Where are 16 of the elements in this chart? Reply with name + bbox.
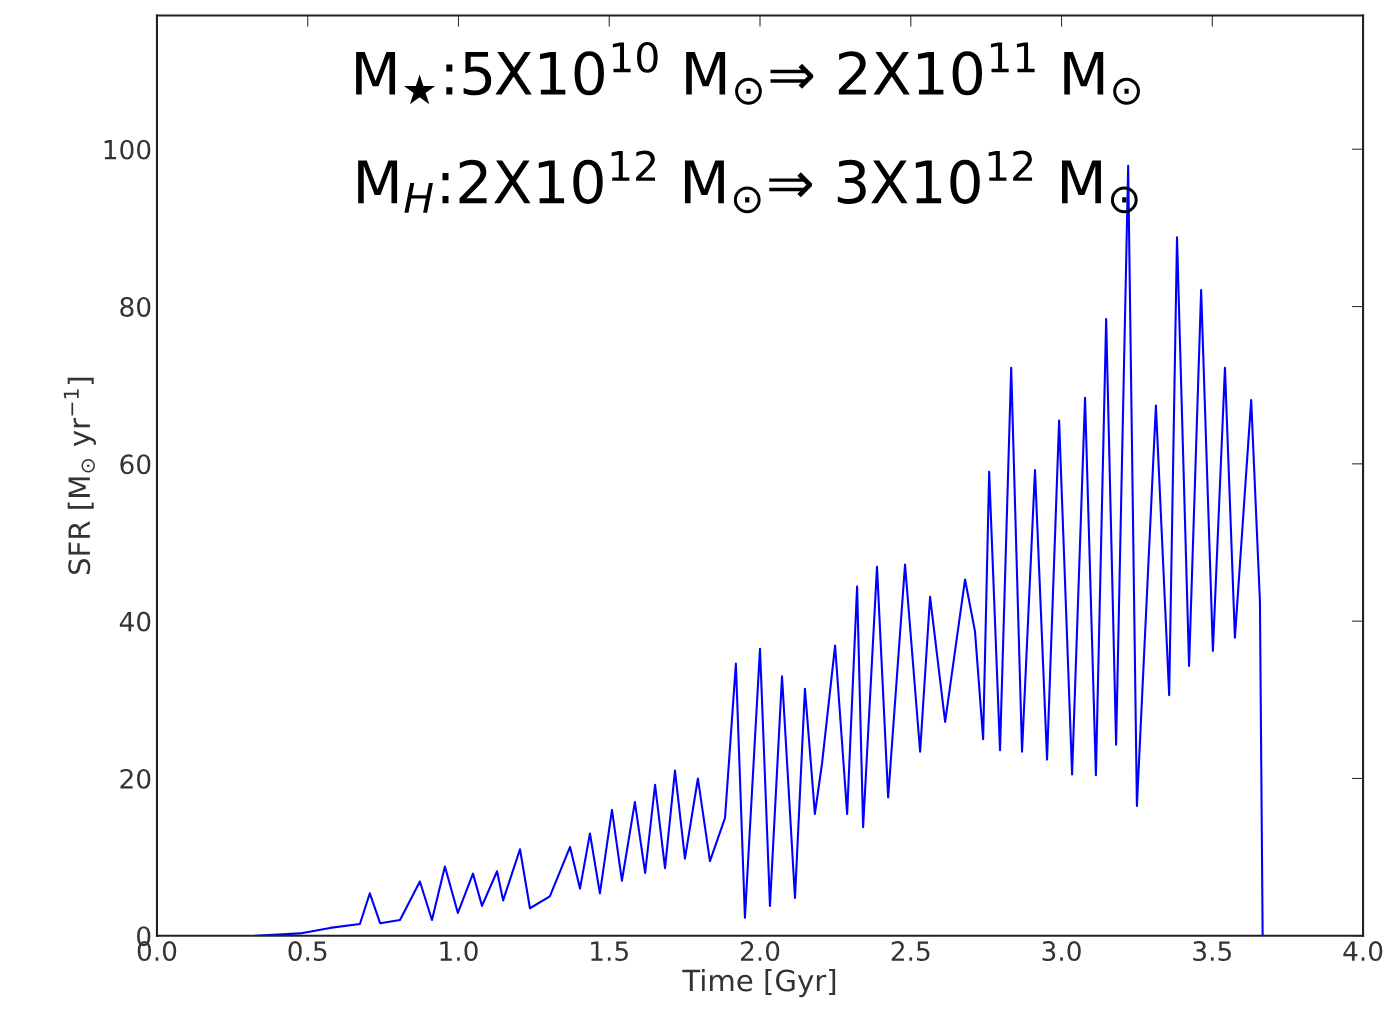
y-tick-label: 80 xyxy=(120,296,151,317)
y-tick-label: 100 xyxy=(104,139,151,160)
x-tick-label: 3.5 xyxy=(1193,941,1231,962)
x-tick-label: 1.0 xyxy=(440,941,478,962)
y-tick-label: 20 xyxy=(120,768,151,789)
y-axis-title: SFR [M$_{⊙}$ yr$^{−1}$] xyxy=(63,377,96,575)
x-tick-label: 0.5 xyxy=(288,941,327,962)
x-tick-label: 4.0 xyxy=(1343,941,1383,962)
x-tick-label: 3.0 xyxy=(1042,941,1081,962)
x-tick-label: 2.5 xyxy=(891,941,930,962)
x-axis-title: Time [Gyr] xyxy=(682,968,836,998)
text: M$_{★}$:5X10$^{10}$ M$_{⊙}$⇒ 2X10$^{11}$ M$_{⊙}$ xyxy=(356,41,1140,105)
y-tick-label: 40 xyxy=(119,611,151,632)
x-tick-label: 2.0 xyxy=(740,941,780,962)
x-tick-label: 1.5 xyxy=(591,941,628,962)
y-tick-label: 60 xyxy=(120,454,151,475)
